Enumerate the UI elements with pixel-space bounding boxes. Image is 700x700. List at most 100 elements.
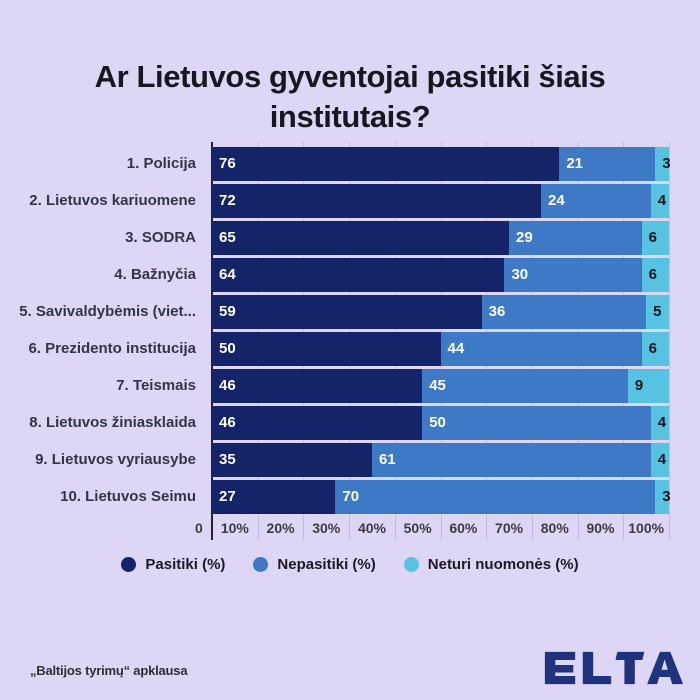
bar-segment-neturi-nuomones: 3 (655, 480, 671, 514)
label-bar-gap (204, 258, 212, 292)
chart-title: Ar Lietuvos gyventojai pasitiki šiais ins… (0, 57, 700, 138)
legend-color-dot (253, 557, 269, 572)
bar-segment-nepasitiki: 50 (422, 406, 651, 440)
chart-row: 6. Prezidento institucija 50 44 6 (0, 332, 700, 366)
bar-track: 64 30 6 (212, 258, 669, 292)
chart-row: 3. SODRA 65 29 6 (0, 221, 700, 255)
chart-row: 9. Lietuvos vyriausybe 35 61 4 (0, 443, 700, 477)
bar-segment-neturi-nuomones: 6 (641, 221, 669, 255)
bar-track: 27 70 3 (212, 480, 671, 514)
category-label: 3. SODRA (125, 229, 196, 246)
chart-row: 10. Lietuvos Seimu 27 70 3 (0, 480, 700, 514)
bar-track: 50 44 6 (212, 332, 669, 366)
x-axis: 0 10% 20% 30% 40% 50% 60% 70% 80% 90% 100% (195, 517, 669, 540)
bar-segment-pasitiki: 64 (212, 258, 505, 292)
x-axis-tick: 70% (495, 520, 524, 536)
x-axis-tick: 90% (586, 520, 615, 536)
x-axis-tick: 0 (195, 520, 203, 536)
legend-item: Nepasitiki (%) (253, 556, 376, 573)
bar-segment-pasitiki: 35 (212, 443, 372, 477)
x-axis-tick: 60% (449, 520, 478, 536)
bar-segment-pasitiki: 59 (212, 295, 482, 329)
category-label: 9. Lietuvos vyriausybe (35, 451, 196, 468)
chart-row: 4. Bažnyčia 64 30 6 (0, 258, 700, 292)
label-bar-gap (204, 406, 212, 440)
bar-track: 65 29 6 (212, 221, 669, 255)
bar-segment-nepasitiki: 30 (504, 258, 642, 292)
legend-label: Nepasitiki (%) (277, 556, 376, 573)
chart-legend: Pasitiki (%) Nepasitiki (%) Neturi nuomonė… (0, 556, 700, 573)
bar-segment-neturi-nuomones: 6 (641, 332, 669, 366)
stacked-bar-chart: 1. Policija 76 21 3 2. Lietuvos kariuome… (0, 142, 700, 540)
x-axis-tick: 30% (312, 520, 341, 536)
bar-segment-neturi-nuomones: 4 (650, 443, 669, 477)
bar-segment-pasitiki: 65 (212, 221, 510, 255)
x-axis-tick: 40% (357, 520, 386, 536)
source-caption: „Baltijos tyrimų“ apklausa (30, 663, 188, 678)
bar-segment-nepasitiki: 36 (481, 295, 647, 329)
category-label: 5. Savivaldybėmis (viet... (19, 303, 196, 320)
bar-track: 46 50 4 (212, 406, 669, 440)
legend-color-dot (403, 557, 419, 572)
elta-logo-icon (544, 651, 684, 685)
bar-segment-nepasitiki: 61 (371, 443, 651, 477)
bar-segment-nepasitiki: 24 (541, 184, 651, 218)
bar-segment-neturi-nuomones: 6 (641, 258, 669, 292)
bar-segment-nepasitiki: 29 (509, 221, 642, 255)
legend-color-dot (121, 557, 137, 572)
label-bar-gap (204, 443, 212, 477)
bar-segment-neturi-nuomones: 4 (650, 184, 669, 218)
bar-segment-neturi-nuomones: 9 (627, 369, 669, 403)
bar-segment-pasitiki: 27 (212, 480, 336, 514)
label-bar-gap (204, 295, 212, 329)
bar-segment-nepasitiki: 21 (559, 147, 656, 181)
bar-track: 76 21 3 (212, 147, 671, 181)
label-bar-gap (204, 147, 212, 181)
bar-track: 72 24 4 (212, 184, 669, 218)
bar-segment-pasitiki: 50 (212, 332, 441, 366)
bar-track: 59 36 5 (212, 295, 669, 329)
chart-row: 7. Teismais 46 45 9 (0, 369, 700, 403)
bar-segment-neturi-nuomones: 5 (646, 295, 669, 329)
bar-segment-pasitiki: 72 (212, 184, 542, 218)
x-axis-tick: 100% (628, 520, 665, 536)
label-bar-gap (204, 480, 212, 514)
category-label: 1. Policija (126, 155, 196, 172)
bar-segment-pasitiki: 76 (212, 147, 560, 181)
chart-row: 8. Lietuvos žiniasklaida 46 50 4 (0, 406, 700, 440)
chart-title-line2: institutais? (269, 99, 431, 135)
bar-segment-nepasitiki: 45 (422, 369, 628, 403)
chart-row: 1. Policija 76 21 3 (0, 147, 700, 181)
bar-segment-pasitiki: 46 (212, 369, 423, 403)
chart-title-line1: Ar Lietuvos gyventojai pasitiki šiais (94, 58, 606, 94)
legend-label: Pasitiki (%) (145, 556, 226, 573)
bar-segment-pasitiki: 46 (212, 406, 423, 440)
legend-item: Neturi nuomonės (%) (403, 556, 579, 573)
x-axis-tick: 80% (540, 520, 569, 536)
bar-track: 46 45 9 (212, 369, 669, 403)
category-label: 6. Prezidento institucija (28, 340, 196, 357)
x-axis-tick: 10% (220, 520, 249, 536)
elta-logo (543, 650, 685, 691)
label-bar-gap (204, 184, 212, 218)
category-label: 10. Lietuvos Seimu (60, 488, 196, 505)
label-bar-gap (204, 369, 212, 403)
x-axis-tick: 20% (266, 520, 295, 536)
category-label: 4. Bažnyčia (114, 266, 196, 283)
chart-rows: 1. Policija 76 21 3 2. Lietuvos kariuome… (0, 147, 700, 514)
chart-row: 2. Lietuvos kariuomene 72 24 4 (0, 184, 700, 218)
chart-row: 5. Savivaldybėmis (viet... 59 36 5 (0, 295, 700, 329)
category-label: 2. Lietuvos kariuomene (29, 192, 196, 209)
label-bar-gap (204, 332, 212, 366)
bar-segment-neturi-nuomones: 3 (655, 147, 671, 181)
label-bar-gap (204, 221, 212, 255)
legend-item: Pasitiki (%) (121, 556, 225, 573)
bar-segment-nepasitiki: 70 (335, 480, 656, 514)
bar-track: 35 61 4 (212, 443, 669, 477)
bar-segment-nepasitiki: 44 (440, 332, 642, 366)
category-label: 7. Teismais (116, 377, 196, 394)
x-axis-tick: 50% (403, 520, 432, 536)
bar-segment-neturi-nuomones: 4 (650, 406, 669, 440)
category-label: 8. Lietuvos žiniasklaida (29, 414, 196, 431)
